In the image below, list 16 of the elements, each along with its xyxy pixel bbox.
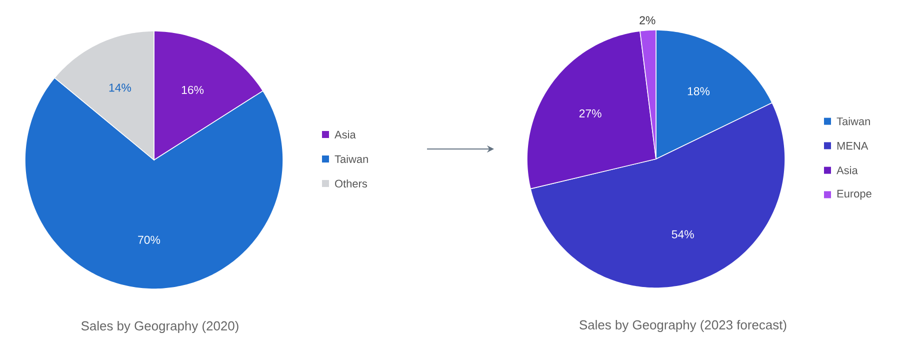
legend-label: Europe: [837, 190, 872, 200]
text: Sales by Geography (2020): [81, 320, 238, 334]
legend-label: Taiwan: [334, 154, 368, 164]
data-label: 18%: [688, 87, 710, 96]
data-label: 54%: [672, 230, 694, 238]
legend-label: Asia: [334, 130, 356, 139]
legend-label: Taiwan: [836, 117, 870, 126]
data-label: 16%: [182, 86, 204, 94]
legend-label: Asia: [836, 166, 858, 174]
data-label: 70%: [138, 236, 160, 244]
legend-label: Others: [335, 179, 368, 188]
data-label: 27%: [579, 109, 602, 118]
data-label: 14%: [109, 84, 132, 92]
data-label: 2%: [640, 16, 656, 24]
legend-label: MENA: [837, 142, 868, 150]
text: Sales by Geography (2023 forecast): [580, 320, 786, 332]
